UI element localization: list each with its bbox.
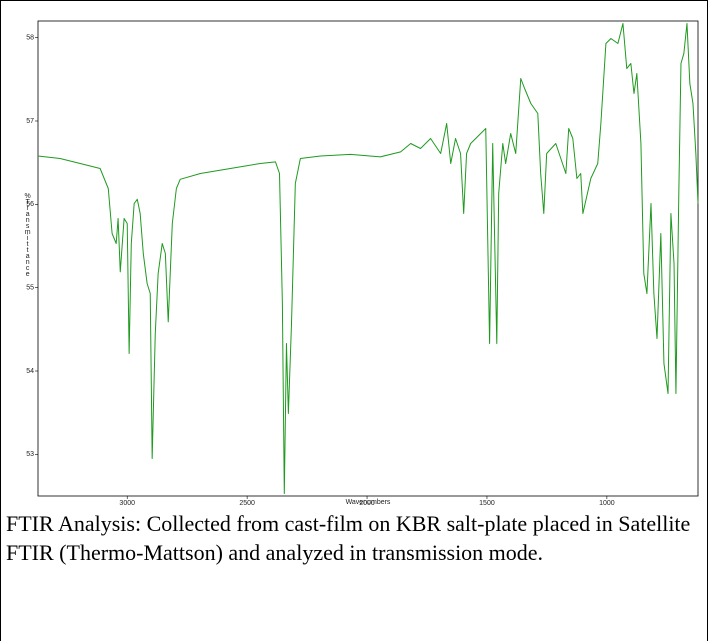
y-tick-label: 53: [26, 451, 34, 458]
x-tick-label: 1000: [599, 500, 615, 506]
y-tick-label: 54: [26, 368, 34, 375]
x-tick-label: 3000: [119, 500, 135, 506]
chart: Wavenumbers %Transmittance 3000 2500 2000 1…: [24, 20, 699, 506]
x-tick-label: 2000: [359, 500, 375, 506]
y-tick-label: 55: [26, 285, 34, 292]
y-axis-label: %Transmittance: [24, 193, 31, 277]
spectrum-line: [37, 23, 699, 494]
y-tick-label: 57: [26, 118, 34, 125]
x-axis-label: Wavenumbers: [346, 499, 391, 506]
caption: FTIR Analysis: Collected from cast-film …: [6, 511, 691, 565]
y-tick-label: 56: [26, 201, 34, 208]
plot-frame: [37, 20, 699, 497]
y-tick-label: 58: [26, 35, 34, 42]
x-tick-label: 1500: [479, 500, 495, 506]
x-tick-label: 2500: [239, 500, 255, 506]
